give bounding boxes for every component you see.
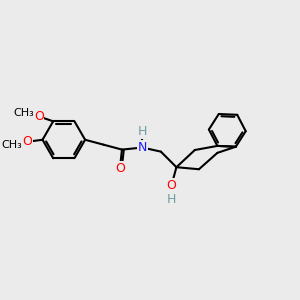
Text: H: H: [167, 193, 176, 206]
Text: O: O: [167, 179, 176, 192]
Text: CH₃: CH₃: [1, 140, 22, 150]
Text: O: O: [34, 110, 44, 123]
Text: H: H: [138, 125, 147, 139]
Text: CH₃: CH₃: [13, 108, 34, 118]
Text: O: O: [115, 161, 125, 175]
Text: O: O: [22, 135, 32, 148]
Text: N: N: [138, 141, 147, 154]
